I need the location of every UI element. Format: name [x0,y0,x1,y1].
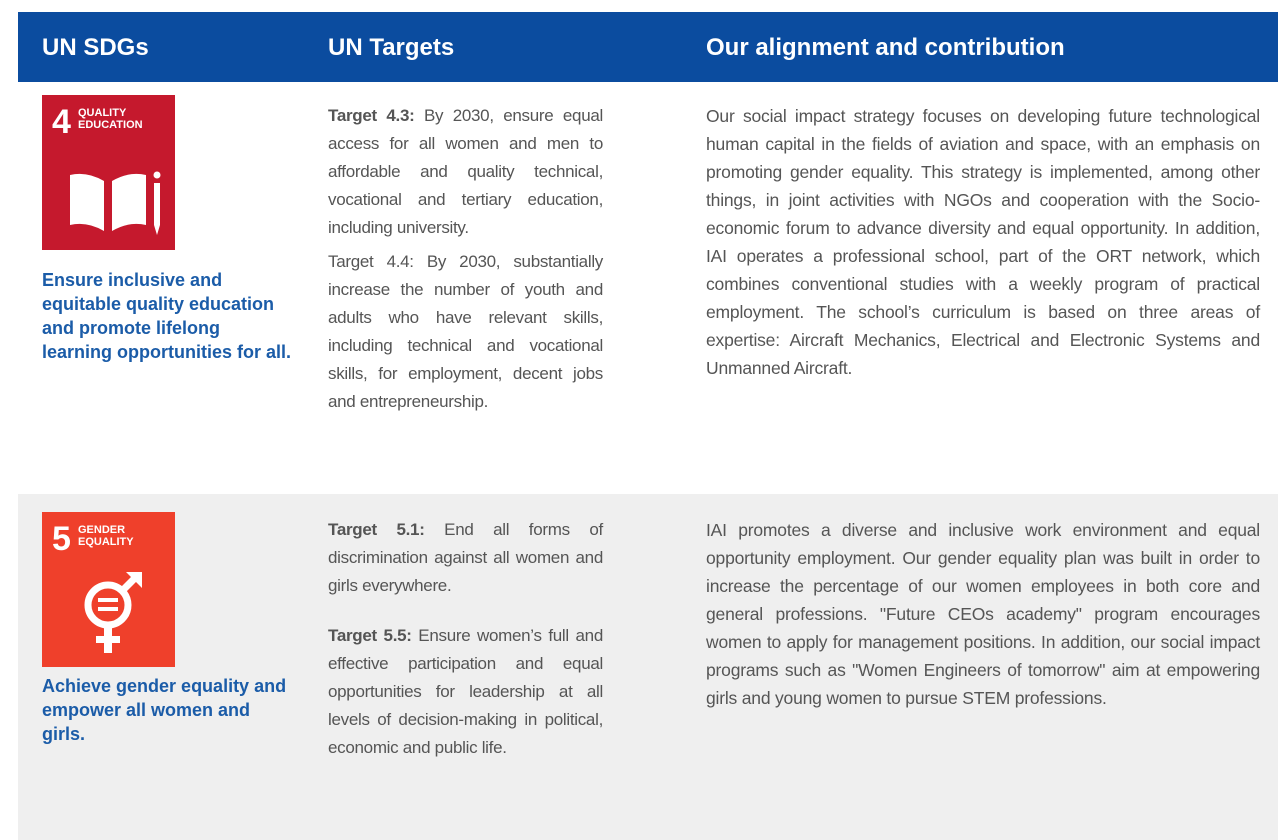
sdg-name-line: EQUALITY [78,536,134,548]
alignment-text: IAI promotes a diverse and inclusive wor… [706,520,1260,708]
gender-icon [84,572,142,653]
targets: Target 5.1: End all forms of discriminat… [328,516,603,768]
target-label: Target 5.1: [328,520,425,539]
target: Target 4.3: By 2030, ensure equal access… [328,102,603,242]
row-background [18,494,1278,840]
sdg-name: GENDER EQUALITY [78,524,134,548]
sdg-icon: 4 QUALITY EDUCATION [42,95,175,250]
alignment-text: Our social impact strategy focuses on de… [706,106,1260,378]
target-text: End all forms of discrimination against … [328,520,603,595]
target-label: Target 4.3: [328,106,415,125]
column-header: UN Targets [328,34,455,61]
sdg-name-line: GENDER [78,524,126,536]
targets: Target 4.3: By 2030, ensure equal access… [328,102,603,422]
header-bar: UN SDGs UN Targets Our alignment and con… [18,12,1278,82]
column-header: Our alignment and contribution [706,34,1065,61]
sdg-name-line: EDUCATION [78,119,143,131]
target: Target 5.1: End all forms of discriminat… [328,516,603,600]
column-header: UN SDGs [42,34,149,61]
target-label: Target 5.5: [328,626,412,645]
target: Target 4.4: By 2030, substantially incre… [328,248,603,416]
sdg-name-line: QUALITY [78,107,127,119]
sdg-number: 4 [52,103,71,141]
target-text: Ensure women’s full and effective partic… [328,626,603,757]
target-text: By 2030, ensure equal access for all wom… [328,106,603,237]
sdg-number: 5 [52,520,71,558]
sdg-goal: Achieve gender equality and empower all … [42,676,287,744]
sdg-icon: 5 GENDER EQUALITY [42,512,175,667]
sdg-name: QUALITY EDUCATION [78,107,143,131]
target-text: Target 4.4: By 2030, substantially incre… [328,252,603,411]
book-icon [70,171,161,235]
target: Target 5.5: Ensure women’s full and effe… [328,622,603,762]
sdg-goal: Ensure inclusive and equitable quality e… [42,270,292,362]
